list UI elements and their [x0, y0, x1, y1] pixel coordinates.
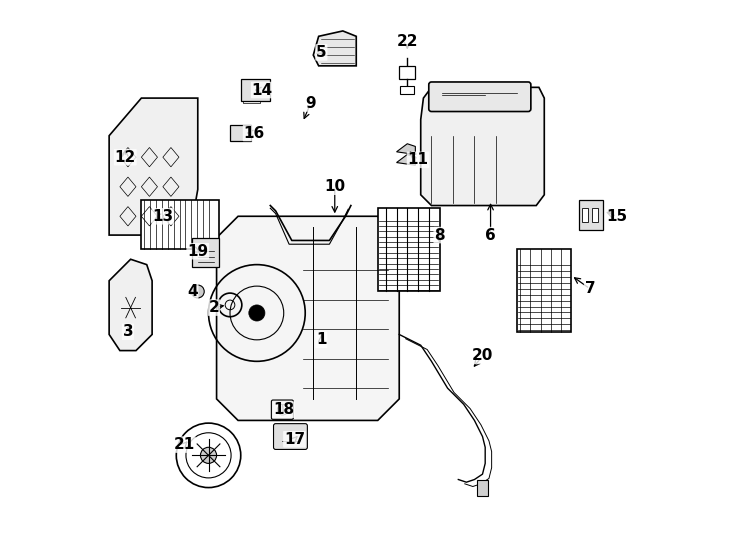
- Bar: [579, 200, 603, 230]
- FancyBboxPatch shape: [429, 82, 531, 112]
- Bar: [582, 208, 589, 221]
- Circle shape: [192, 285, 204, 298]
- Circle shape: [200, 447, 217, 463]
- Text: 21: 21: [174, 437, 195, 452]
- Bar: [592, 208, 598, 221]
- Bar: [241, 79, 270, 101]
- Text: 2: 2: [208, 300, 219, 315]
- Circle shape: [249, 305, 265, 321]
- Text: 14: 14: [252, 83, 273, 98]
- Bar: [142, 200, 219, 248]
- Text: 3: 3: [123, 325, 134, 339]
- Polygon shape: [396, 144, 415, 154]
- Bar: [477, 480, 488, 496]
- Text: 6: 6: [485, 227, 496, 242]
- Polygon shape: [217, 217, 399, 421]
- Text: 10: 10: [324, 179, 345, 194]
- Text: 8: 8: [435, 227, 445, 242]
- Text: 5: 5: [316, 45, 327, 60]
- Text: 19: 19: [187, 244, 208, 259]
- Text: 16: 16: [244, 125, 265, 140]
- Text: 12: 12: [115, 150, 136, 165]
- Polygon shape: [396, 154, 415, 165]
- Text: 1: 1: [316, 332, 327, 347]
- Text: 7: 7: [585, 281, 595, 296]
- Bar: [399, 66, 415, 79]
- Bar: [517, 248, 571, 332]
- FancyBboxPatch shape: [274, 424, 308, 449]
- Polygon shape: [109, 98, 197, 235]
- Bar: [400, 86, 414, 94]
- FancyBboxPatch shape: [272, 400, 294, 420]
- Polygon shape: [421, 87, 545, 206]
- Polygon shape: [313, 31, 356, 66]
- Text: 11: 11: [407, 152, 429, 167]
- Bar: [378, 208, 440, 292]
- Polygon shape: [109, 259, 152, 350]
- Text: 22: 22: [396, 34, 418, 49]
- Text: 18: 18: [273, 402, 294, 417]
- Text: 15: 15: [606, 209, 628, 224]
- Bar: [192, 238, 219, 267]
- Text: 9: 9: [305, 96, 316, 111]
- Bar: [230, 125, 252, 141]
- Text: 17: 17: [284, 431, 305, 447]
- Text: 20: 20: [472, 348, 493, 363]
- Text: 4: 4: [187, 284, 197, 299]
- Text: 13: 13: [152, 209, 173, 224]
